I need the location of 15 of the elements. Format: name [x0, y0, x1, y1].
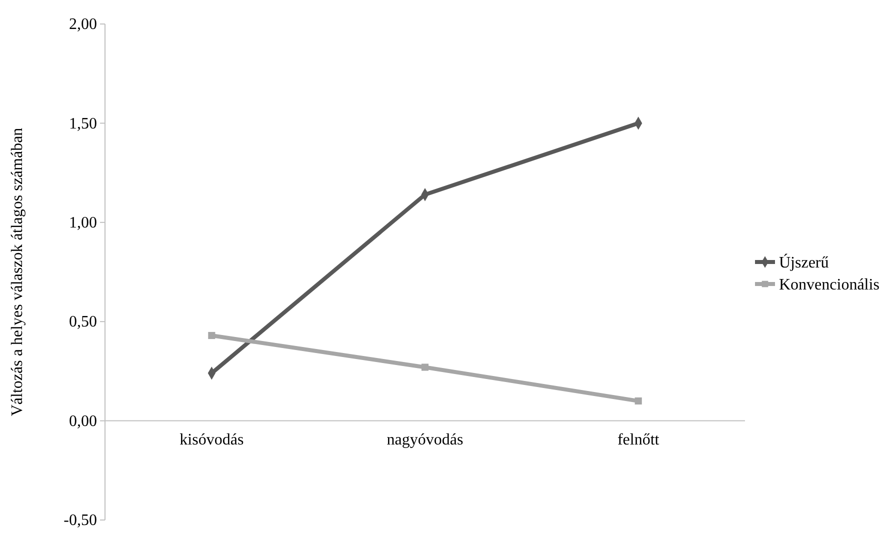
- legend-label: Újszerű: [779, 254, 829, 272]
- x-tick-label: felnőtt: [617, 432, 660, 449]
- x-tick-label: kisóvodás: [180, 432, 244, 449]
- y-tick-label: 0,50: [69, 314, 97, 331]
- y-tick-label: 0,00: [69, 412, 97, 430]
- x-tick-label: nagyóvodás: [386, 432, 464, 449]
- point: [634, 397, 642, 404]
- point: [421, 364, 429, 371]
- y-tick-label: -0,50: [64, 512, 97, 530]
- y-tick-label: 1,00: [69, 214, 97, 232]
- y-tick-label: 2,00: [69, 16, 97, 34]
- y-axis-title: Változás a helyes válaszok átlagos számában: [9, 128, 26, 416]
- legend-label: Konvencionális: [779, 276, 880, 294]
- point: [208, 332, 216, 340]
- y-tick-label: 1,50: [69, 115, 97, 132]
